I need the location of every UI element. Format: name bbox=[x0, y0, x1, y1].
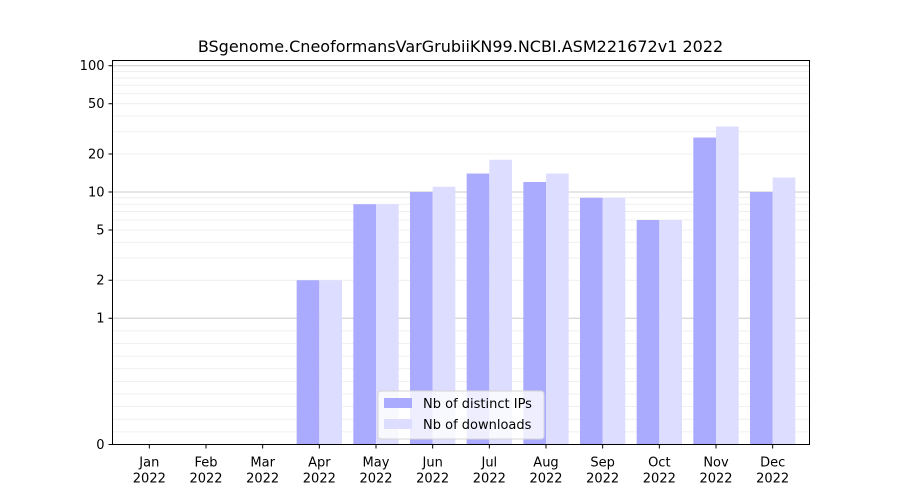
y-tick-label: 50 bbox=[88, 97, 105, 112]
legend-swatch bbox=[384, 419, 412, 429]
y-axis: 0 1 2 5 10 20 50 100 bbox=[80, 59, 113, 453]
x-tick-label: Jul 2022 bbox=[473, 456, 506, 487]
y-tick-label: 5 bbox=[96, 223, 104, 238]
bar-downloads bbox=[432, 186, 456, 445]
y-tick-label: 2 bbox=[96, 274, 104, 289]
bar-distinct-ips bbox=[466, 173, 490, 445]
bar-distinct-ips bbox=[750, 191, 773, 445]
x-tick-label: Aug 2022 bbox=[529, 456, 562, 487]
legend-box bbox=[377, 390, 545, 440]
bar-distinct-ips bbox=[353, 204, 376, 445]
bar-downloads bbox=[376, 204, 399, 445]
bar-downloads bbox=[319, 280, 342, 445]
bar-distinct-ips bbox=[580, 197, 603, 445]
bar-downloads bbox=[489, 159, 512, 445]
x-tick-label: Mar 2022 bbox=[246, 456, 279, 487]
x-tick-label: Sep 2022 bbox=[586, 456, 619, 487]
x-tick-label: Apr 2022 bbox=[303, 456, 336, 487]
bar-downloads bbox=[659, 219, 682, 445]
bar-distinct-ips bbox=[296, 280, 320, 445]
x-tick-label: Oct 2022 bbox=[643, 456, 676, 487]
bar-downloads bbox=[716, 126, 739, 445]
x-tick-label: Feb 2022 bbox=[189, 456, 222, 487]
bar-distinct-ips bbox=[410, 191, 433, 445]
legend: Nb of distinct IPs Nb of downloads bbox=[377, 390, 545, 440]
x-tick-label: May 2022 bbox=[359, 456, 392, 487]
x-tick-label: Jan 2022 bbox=[133, 456, 166, 487]
legend-label: Nb of downloads bbox=[423, 418, 532, 433]
y-tick-label: 1 bbox=[96, 312, 104, 327]
bar-distinct-ips bbox=[693, 137, 716, 445]
x-tick-label: Dec 2022 bbox=[756, 456, 789, 487]
y-tick-label: 10 bbox=[88, 185, 105, 200]
legend-swatch bbox=[384, 398, 412, 408]
bar-downloads bbox=[602, 197, 626, 445]
bar-distinct-ips bbox=[636, 219, 660, 445]
x-tick-label: Nov 2022 bbox=[699, 456, 732, 487]
y-tick-label: 0 bbox=[96, 438, 104, 453]
plot-frame bbox=[112, 60, 810, 445]
y-tick-label: 20 bbox=[88, 147, 105, 162]
bars-layer bbox=[296, 126, 796, 445]
chart-title: BSgenome.CneoformansVarGrubiiKN99.NCBI.A… bbox=[198, 37, 723, 56]
legend-label: Nb of distinct IPs bbox=[423, 397, 532, 412]
x-axis: Jan 2022 Feb 2022 Mar 2022 Apr 2022 May 2022 Jun 20… bbox=[133, 444, 789, 487]
bar-downloads bbox=[546, 173, 569, 445]
y-tick-label: 100 bbox=[80, 59, 105, 74]
bar-downloads bbox=[772, 177, 796, 445]
x-tick-label: Jun 2022 bbox=[416, 456, 449, 487]
bar-distinct-ips bbox=[523, 181, 546, 445]
